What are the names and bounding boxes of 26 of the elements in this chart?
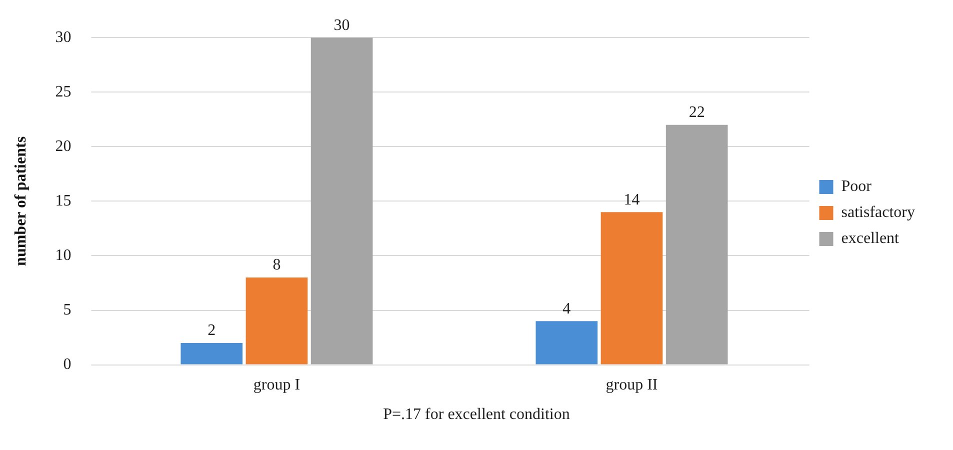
data-label: 2	[208, 322, 216, 340]
y-tick-label: 15	[55, 192, 72, 210]
bar	[536, 321, 598, 364]
data-label: 22	[688, 104, 705, 122]
bar	[666, 124, 728, 364]
bar	[310, 38, 373, 364]
y-tick-label: 0	[63, 356, 72, 374]
bar	[246, 278, 308, 364]
data-label: 8	[272, 256, 281, 274]
y-tick-label: 25	[55, 83, 72, 100]
y-tick-label: 20	[55, 138, 72, 155]
data-label: 4	[562, 300, 571, 318]
legend-label: Poor	[841, 178, 872, 196]
x-tick-label: group I	[253, 376, 300, 394]
y-tick-label: 5	[63, 301, 72, 318]
text: P=.17 for excellent condition	[382, 406, 571, 424]
y-tick-label: 10	[55, 246, 72, 264]
y-tick-label: 30	[55, 28, 72, 46]
bar	[600, 212, 663, 364]
legend-label: satisfactory	[841, 204, 915, 222]
bar	[180, 342, 243, 364]
legend-label: excellent	[841, 230, 900, 248]
data-label: 30	[334, 16, 350, 34]
x-tick-label: group II	[606, 376, 658, 394]
data-label: 14	[624, 191, 640, 208]
y-axis-title: number of patients	[12, 136, 30, 266]
